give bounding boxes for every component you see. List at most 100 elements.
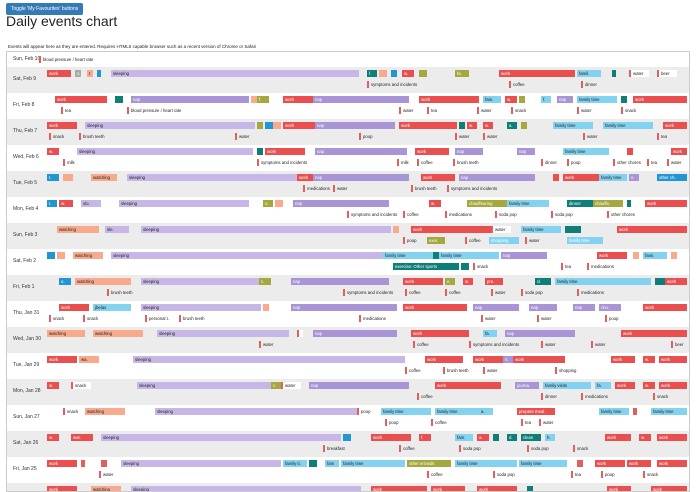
event-bar[interactable]: work xyxy=(411,330,469,337)
event-bar[interactable] xyxy=(621,96,627,103)
event-bar[interactable] xyxy=(275,200,283,207)
event-bar[interactable]: nap xyxy=(309,382,409,389)
event-marker[interactable]: family time xyxy=(567,237,603,244)
event-bar[interactable]: dinner xyxy=(567,200,593,207)
event-bar[interactable]: family ti. xyxy=(283,460,307,467)
event-bar[interactable]: f. xyxy=(367,70,377,77)
event-bar[interactable]: work xyxy=(607,486,631,491)
event-bar[interactable]: nap xyxy=(455,148,483,155)
event-marker[interactable]: tea xyxy=(521,419,533,426)
event-bar[interactable]: w. xyxy=(643,356,655,363)
event-bar[interactable]: watching xyxy=(93,330,143,337)
event-bar[interactable] xyxy=(63,174,73,181)
event-bar[interactable] xyxy=(633,408,637,415)
toggle-favourites-button[interactable]: Toggle 'My Favourites' buttons xyxy=(6,3,84,15)
event-marker[interactable]: water xyxy=(541,341,561,348)
event-marker[interactable]: brush teeth xyxy=(107,289,137,296)
event-bar[interactable]: watching xyxy=(91,174,117,181)
event-bar[interactable]: fam. xyxy=(455,434,473,441)
event-bar[interactable]: w. xyxy=(643,382,655,389)
event-bar[interactable]: work xyxy=(265,148,305,155)
event-bar[interactable]: work xyxy=(473,356,503,363)
event-marker[interactable]: blood pressure / heart rate xyxy=(127,107,197,114)
event-marker[interactable]: tea xyxy=(61,107,81,114)
event-bar[interactable]: t. xyxy=(47,200,57,207)
event-bar[interactable]: nap xyxy=(573,304,595,311)
event-bar[interactable]: family time xyxy=(381,408,431,415)
event-bar[interactable]: work xyxy=(431,486,465,491)
event-marker[interactable]: water xyxy=(577,107,597,114)
event-bar[interactable]: work xyxy=(615,382,635,389)
event-marker[interactable]: coffee xyxy=(427,471,447,478)
event-bar[interactable]: w. xyxy=(483,122,493,129)
event-bar[interactable] xyxy=(671,252,677,259)
event-bar[interactable]: e. xyxy=(445,278,455,285)
event-bar[interactable]: w. xyxy=(59,200,73,207)
event-marker[interactable]: exer. xyxy=(427,237,445,244)
event-bar[interactable]: other errands xyxy=(407,460,451,467)
event-bar[interactable]: work xyxy=(513,356,565,363)
event-bar[interactable]: work xyxy=(47,70,71,77)
event-bar[interactable]: fami. xyxy=(643,252,667,259)
event-bar[interactable]: work xyxy=(605,434,631,441)
event-bar[interactable] xyxy=(627,200,631,207)
event-bar[interactable]: sleeping xyxy=(77,148,253,155)
event-marker[interactable]: water xyxy=(537,315,557,322)
event-bar[interactable]: a. xyxy=(507,122,517,129)
event-marker[interactable]: tea xyxy=(647,159,659,166)
event-bar[interactable]: work xyxy=(435,382,501,389)
event-bar[interactable] xyxy=(265,122,273,129)
event-bar[interactable]: family time xyxy=(553,122,593,129)
event-bar[interactable]: work xyxy=(659,382,687,389)
event-bar[interactable]: work xyxy=(645,200,687,207)
event-marker[interactable]: snack xyxy=(49,315,69,322)
event-bar[interactable]: w. xyxy=(639,434,651,441)
event-marker[interactable]: tea xyxy=(427,107,439,114)
event-bar[interactable]: f. xyxy=(419,434,431,441)
event-marker[interactable]: breakfast xyxy=(323,445,351,452)
event-marker[interactable]: dinner xyxy=(581,81,605,88)
event-marker[interactable]: soda pop xyxy=(495,211,519,218)
event-marker[interactable]: brush teeth xyxy=(79,133,109,140)
event-bar[interactable]: sle. xyxy=(105,226,129,233)
event-bar[interactable]: other ch. xyxy=(657,174,687,181)
event-bar[interactable]: d. xyxy=(507,434,517,441)
event-marker[interactable]: water xyxy=(591,341,611,348)
event-marker[interactable] xyxy=(461,263,469,270)
event-marker[interactable]: tea xyxy=(571,471,583,478)
event-bar[interactable]: work xyxy=(633,96,687,103)
event-bar[interactable]: work xyxy=(283,122,315,129)
event-bar[interactable]: work xyxy=(477,486,517,491)
event-bar[interactable] xyxy=(527,486,533,491)
event-bar[interactable]: sleeping xyxy=(155,408,357,415)
event-marker[interactable]: tea xyxy=(561,263,573,270)
event-bar[interactable]: poop xyxy=(357,408,375,415)
event-bar[interactable]: w. xyxy=(467,122,477,129)
event-bar[interactable]: work xyxy=(665,278,687,285)
event-bar[interactable]: family time xyxy=(563,148,609,155)
event-bar[interactable] xyxy=(97,70,101,77)
event-bar[interactable]: family time xyxy=(439,252,499,259)
event-bar[interactable]: sleeping xyxy=(131,486,361,491)
event-bar[interactable]: nap xyxy=(313,330,397,337)
event-marker[interactable]: coffee xyxy=(403,211,423,218)
event-bar[interactable]: work xyxy=(595,460,625,467)
event-bar[interactable]: work xyxy=(371,486,427,491)
event-marker[interactable]: soda pop xyxy=(527,445,551,452)
event-bar[interactable]: watching xyxy=(57,226,99,233)
event-bar[interactable]: cl. xyxy=(535,278,551,285)
event-marker[interactable]: brush teeth xyxy=(411,185,441,192)
event-marker[interactable]: water xyxy=(483,367,503,374)
event-marker[interactable]: soda pop xyxy=(493,471,517,478)
event-marker[interactable]: coffee xyxy=(465,237,485,244)
event-bar[interactable]: f. xyxy=(257,96,269,103)
event-bar[interactable]: sleeping xyxy=(133,356,405,363)
event-marker[interactable]: coffee xyxy=(405,367,425,374)
event-marker[interactable]: snack xyxy=(83,315,103,322)
event-bar[interactable] xyxy=(433,252,439,259)
event-bar[interactable]: family time xyxy=(555,278,651,285)
event-bar[interactable]: work xyxy=(611,356,635,363)
event-marker[interactable]: soda pop xyxy=(521,289,545,296)
event-bar[interactable]: snack xyxy=(63,408,83,415)
event-bar[interactable]: nap xyxy=(501,252,547,259)
